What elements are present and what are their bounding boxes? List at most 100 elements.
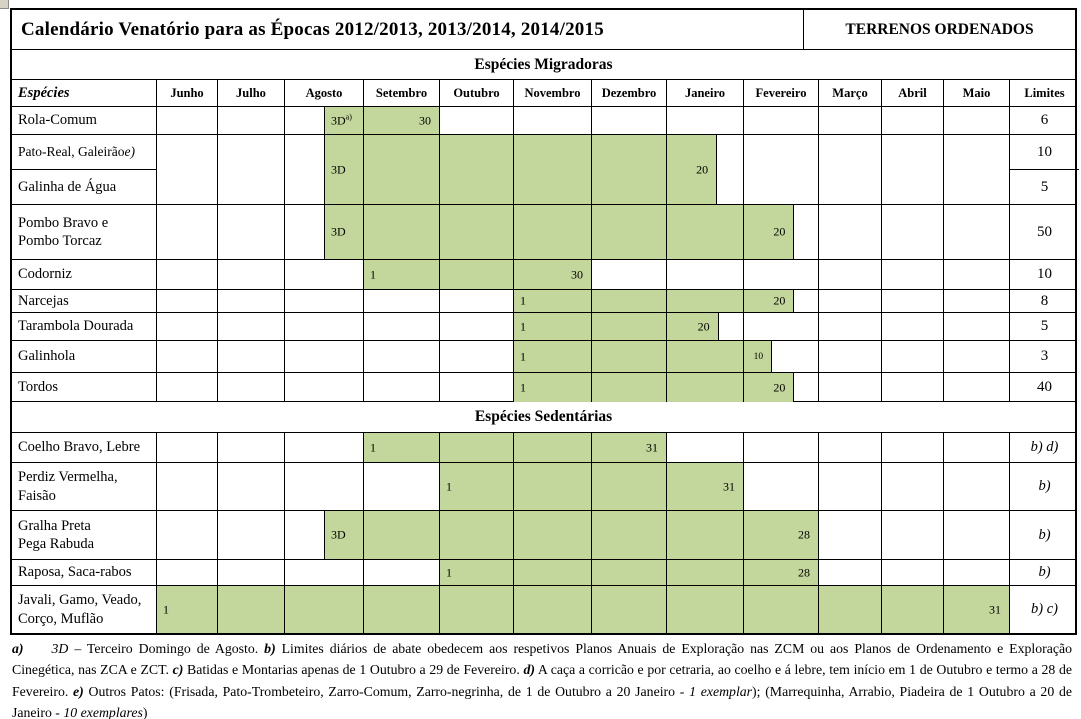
season-bar-segment bbox=[514, 463, 591, 510]
limit-cell: b) d) bbox=[1010, 433, 1079, 462]
season-bar-segment: 1 bbox=[514, 290, 591, 312]
season-bar-segment: 20 bbox=[744, 373, 795, 402]
season-bar-segment bbox=[514, 135, 591, 204]
month-cell: 20 bbox=[744, 373, 819, 402]
species-name-cell: Pombo Bravo e Pombo Torcaz bbox=[12, 205, 157, 259]
month-cell bbox=[514, 107, 592, 134]
month-cell: 31 bbox=[944, 586, 1010, 633]
month-cell bbox=[744, 135, 819, 204]
species-row: Raposa, Saca-rabos 1 28 b) bbox=[12, 560, 1075, 586]
season-bar-segment: 20 bbox=[667, 135, 718, 204]
sheet-corner-artifact bbox=[0, 0, 9, 9]
month-cell bbox=[882, 205, 944, 259]
season-bar-segment bbox=[440, 205, 513, 259]
month-cell bbox=[285, 373, 364, 402]
month-cell bbox=[157, 560, 218, 585]
season-bar-segment: 28 bbox=[744, 560, 818, 585]
month-cell bbox=[667, 433, 744, 462]
season-bar-segment bbox=[667, 290, 743, 312]
month-cell bbox=[157, 341, 218, 372]
species-name: Tordos bbox=[18, 379, 59, 396]
season-bar-segment bbox=[440, 433, 513, 462]
month-cell bbox=[667, 290, 744, 312]
month-cell bbox=[882, 135, 944, 204]
bar-start-label: 1 bbox=[446, 479, 452, 493]
species-name: Raposa, Saca-rabos bbox=[18, 564, 132, 581]
species-name: Pega Rabuda bbox=[18, 536, 95, 552]
month-cell bbox=[944, 260, 1010, 289]
season-bar-segment bbox=[364, 511, 439, 559]
month-cell bbox=[667, 107, 744, 134]
month-cell bbox=[819, 107, 882, 134]
bar-end-label: 31 bbox=[989, 602, 1001, 616]
month-cell bbox=[157, 260, 218, 289]
month-cell bbox=[882, 373, 944, 402]
month-cell bbox=[819, 313, 882, 340]
month-cell bbox=[592, 107, 667, 134]
season-bar-segment bbox=[364, 205, 439, 259]
month-cell bbox=[218, 260, 285, 289]
species-row: Pato-Real, Galeirão e) Galinha de Água 3D 2… bbox=[12, 135, 1079, 205]
season-bar-segment: 3D bbox=[324, 511, 363, 559]
month-cell bbox=[592, 373, 667, 402]
season-bar-segment: 20 bbox=[744, 205, 795, 259]
limit-cell: 10 5 bbox=[1010, 135, 1079, 204]
season-bar-segment: 10 bbox=[744, 341, 773, 372]
title-row: Calendário Venatório para as Épocas 2012… bbox=[12, 10, 1075, 50]
season-bar-segment bbox=[440, 260, 513, 289]
season-bar-segment bbox=[440, 511, 513, 559]
month-cell bbox=[218, 560, 285, 585]
month-cell bbox=[882, 290, 944, 312]
footnotes: a) 3D – Terceiro Domingo de Agosto. b) Li… bbox=[12, 638, 1072, 719]
month-cell: 20 bbox=[667, 313, 744, 340]
month-cell bbox=[944, 433, 1010, 462]
species-name-cell: Raposa, Saca-rabos bbox=[12, 560, 157, 585]
month-cell bbox=[157, 107, 218, 134]
month-cell bbox=[744, 260, 819, 289]
footnote-segment: b) bbox=[264, 641, 276, 656]
limit-cell: 10 bbox=[1010, 260, 1079, 289]
month-cell bbox=[819, 290, 882, 312]
bar-start-label: 3D bbox=[331, 162, 346, 176]
season-bar-segment bbox=[592, 560, 666, 585]
season-bar-segment: 3D bbox=[324, 135, 363, 204]
bar-start-label: 3Da) bbox=[331, 112, 352, 128]
month-cell bbox=[440, 205, 514, 259]
month-cell bbox=[819, 511, 882, 559]
footnote-segment: – Terceiro Domingo de Agosto. bbox=[68, 641, 265, 656]
month-cell bbox=[819, 341, 882, 372]
season-bar-segment bbox=[592, 511, 666, 559]
bar-end-label: 20 bbox=[773, 293, 786, 308]
limit-value: 8 bbox=[1040, 292, 1049, 309]
month-cell bbox=[744, 586, 819, 633]
bar-end-label: 20 bbox=[773, 380, 786, 394]
species-name: Pato-Real, Galeirão e) bbox=[12, 135, 156, 170]
species-name: Pombo Bravo e bbox=[18, 214, 109, 231]
species-row: Pombo Bravo e Pombo Torcaz 3D 20 50 bbox=[12, 205, 1075, 260]
footnote-segment: a) bbox=[12, 641, 24, 656]
bar-start-label: 1 bbox=[520, 293, 526, 308]
species-name: Rola-Comum bbox=[18, 112, 97, 129]
month-cell bbox=[157, 205, 218, 259]
footnote-segment: d) bbox=[523, 662, 535, 678]
limit-cell: b) bbox=[1010, 463, 1079, 510]
month-cell: 3D bbox=[285, 511, 364, 559]
season-bar-segment bbox=[744, 586, 818, 633]
month-header-9: Fevereiro bbox=[744, 80, 819, 106]
month-cell bbox=[819, 135, 882, 204]
season-bar-segment: 1 bbox=[514, 341, 591, 372]
month-cell: 1 bbox=[157, 586, 218, 633]
month-cell bbox=[218, 511, 285, 559]
month-cell bbox=[440, 586, 514, 633]
limit-cell: 5 bbox=[1010, 313, 1079, 340]
month-cell: 1 bbox=[514, 373, 592, 402]
month-cell bbox=[667, 586, 744, 633]
limit-value: b) bbox=[1038, 564, 1051, 580]
footnote-segment: ); (Marrequinha, Arrabio, Piadeira de 1 … bbox=[12, 683, 1072, 719]
species-row: Javali, Gamo, Veado, Corço, Muflão 1 31 b) c… bbox=[12, 586, 1075, 633]
month-cell bbox=[440, 511, 514, 559]
season-bar-segment: 3D bbox=[324, 205, 363, 259]
month-cell bbox=[882, 260, 944, 289]
species-name-cell: Codorniz bbox=[12, 260, 157, 289]
